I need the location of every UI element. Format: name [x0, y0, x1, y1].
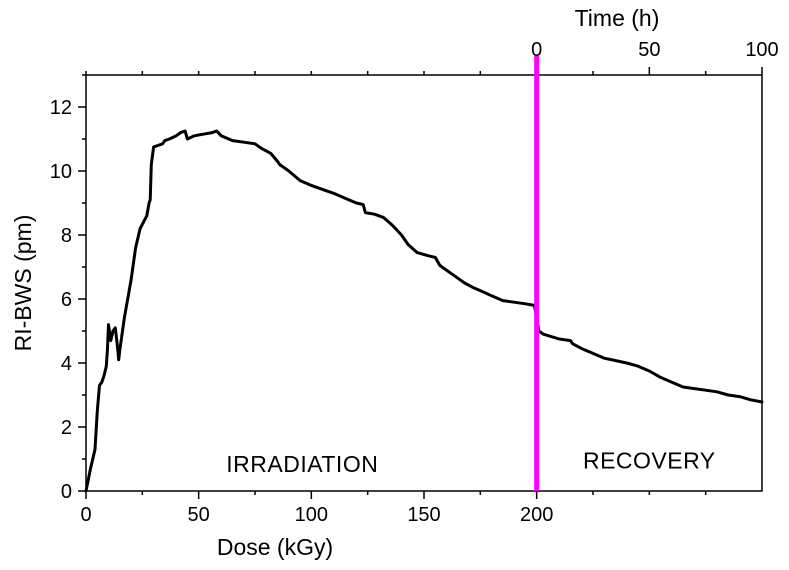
series-line-ri-bws — [84, 129, 764, 493]
region-label-recovery: RECOVERY — [583, 448, 716, 474]
top-tick-label: 100 — [745, 39, 778, 61]
y-tick-label: 10 — [50, 161, 72, 183]
top-tick-label: 50 — [638, 39, 660, 61]
bottom-tick-label: 200 — [520, 504, 553, 526]
y-tick-label: 6 — [61, 289, 72, 311]
top-tick-label: 0 — [531, 39, 542, 61]
bottom-tick-label: 150 — [407, 504, 440, 526]
bottom-tick-label: 50 — [188, 504, 210, 526]
region-label-irradiation: IRRADIATION — [226, 451, 378, 477]
y-tick-label: 4 — [61, 353, 72, 375]
top-axis-title: Time (h) — [575, 5, 660, 31]
region-labels: IRRADIATION RECOVERY — [226, 448, 715, 477]
bottom-tick-label: 0 — [80, 504, 91, 526]
y-tick-label: 8 — [61, 225, 72, 247]
y-tick-label: 0 — [61, 481, 72, 503]
y-tick-label: 12 — [50, 97, 72, 119]
y-axis-title: RI-BWS (pm) — [10, 215, 36, 352]
tick-labels: 0 50 100 150 200 0 50 100 0 2 4 6 8 10 12 — [50, 39, 779, 526]
y-tick-label: 2 — [61, 417, 72, 439]
x-axis-title: Dose (kGy) — [217, 534, 333, 560]
bottom-tick-label: 100 — [295, 504, 328, 526]
